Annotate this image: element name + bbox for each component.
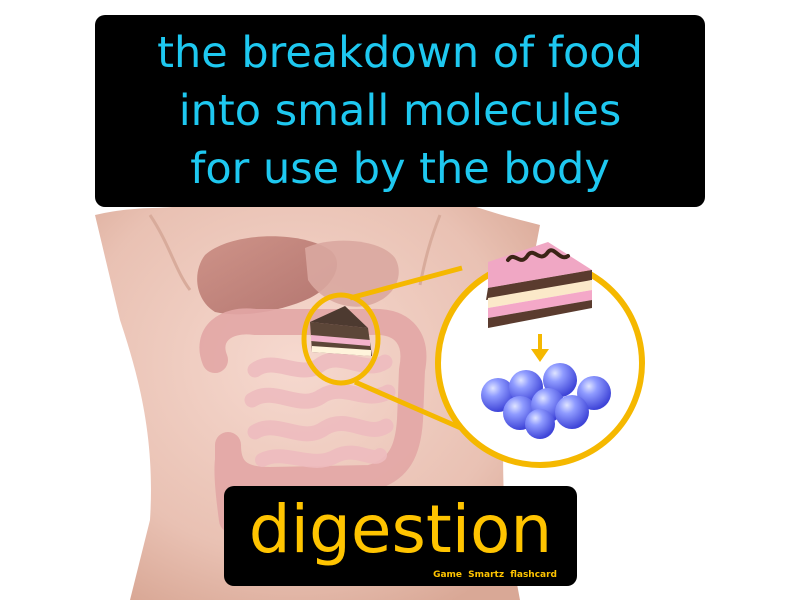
cake-in-stomach bbox=[310, 306, 372, 356]
liver bbox=[197, 236, 338, 315]
definition-box: the breakdown of food into small molecul… bbox=[95, 15, 705, 207]
definition-line-1: the breakdown of food bbox=[157, 28, 643, 78]
magnifier-connector bbox=[349, 265, 471, 435]
definition-line-3: for use by the body bbox=[190, 144, 610, 194]
credit-text: Game Smartz flashcard bbox=[433, 570, 557, 580]
definition-line-2: into small molecules bbox=[178, 86, 622, 136]
cake-slice-icon bbox=[486, 242, 592, 328]
large-intestine bbox=[199, 308, 427, 533]
term-box: digestion Game Smartz flashcard bbox=[224, 486, 577, 586]
molecule-cluster-icon bbox=[481, 363, 611, 439]
magnifier-small-ring bbox=[301, 292, 381, 386]
term-word: digestion bbox=[248, 491, 553, 568]
arrow-down-icon bbox=[531, 334, 549, 362]
small-intestine bbox=[244, 352, 396, 468]
